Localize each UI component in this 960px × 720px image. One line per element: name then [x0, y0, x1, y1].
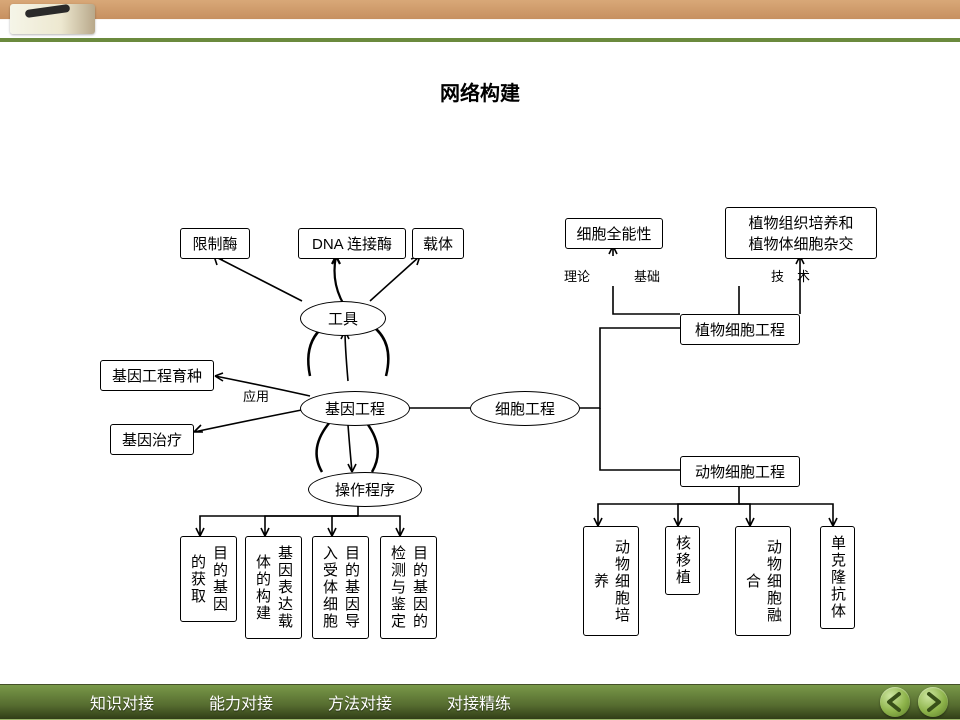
arrow-right-icon [918, 687, 948, 717]
arrow-left-icon [880, 687, 910, 717]
node-plant_tech: 植物组织培养和植物体细胞杂交 [725, 207, 877, 259]
pen-decor [10, 4, 95, 34]
page-title: 网络构建 [0, 77, 960, 106]
node-animal_eng: 动物细胞工程 [680, 456, 800, 487]
node-v4: 目的基因的检测与鉴定 [380, 536, 437, 639]
node-v8: 单克隆抗体 [820, 526, 855, 629]
node-restrict: 限制酶 [180, 228, 250, 259]
node-cell_eng: 细胞工程 [470, 391, 580, 426]
node-v7: 动物细胞融合 [735, 526, 791, 636]
nav-method[interactable]: 方法对接 [328, 690, 392, 714]
bottom-nav: 知识对接 能力对接 方法对接 对接精练 [0, 684, 960, 720]
nav-knowledge[interactable]: 知识对接 [90, 690, 154, 714]
diagram-edges [0, 116, 960, 676]
node-totip: 细胞全能性 [565, 218, 663, 249]
node-plant_eng: 植物细胞工程 [680, 314, 800, 345]
node-vector: 载体 [412, 228, 464, 259]
node-gene_eng: 基因工程 [300, 391, 410, 426]
node-tools: 工具 [300, 301, 386, 336]
edge-label-tech: 技 术 [771, 266, 810, 285]
edge-label-basis: 基础 [634, 266, 660, 285]
node-dna_ligase: DNA 连接酶 [298, 228, 406, 259]
nav-ability[interactable]: 能力对接 [209, 690, 273, 714]
node-v3: 目的基因导入受体细胞 [312, 536, 369, 639]
node-ops: 操作程序 [308, 472, 422, 507]
concept-diagram: 基因工程 细胞工程 工具操作程序 限制酶 DNA 连接酶载体基因工程育种基因治疗 细胞全能… [0, 116, 960, 636]
prev-button[interactable] [880, 687, 910, 717]
node-v5: 动物细胞培养 [583, 526, 639, 636]
node-v6: 核移植 [665, 526, 700, 595]
node-v1: 目的基因的获取 [180, 536, 237, 622]
node-therapy: 基因治疗 [110, 424, 194, 455]
node-breed: 基因工程育种 [100, 360, 214, 391]
edge-label-app: 应用 [243, 386, 269, 405]
nav-practice[interactable]: 对接精练 [447, 690, 511, 714]
top-decor-bar [0, 0, 960, 42]
next-button[interactable] [918, 687, 948, 717]
edge-label-theory: 理论 [564, 266, 590, 285]
node-v2: 基因表达载体的构建 [245, 536, 302, 639]
